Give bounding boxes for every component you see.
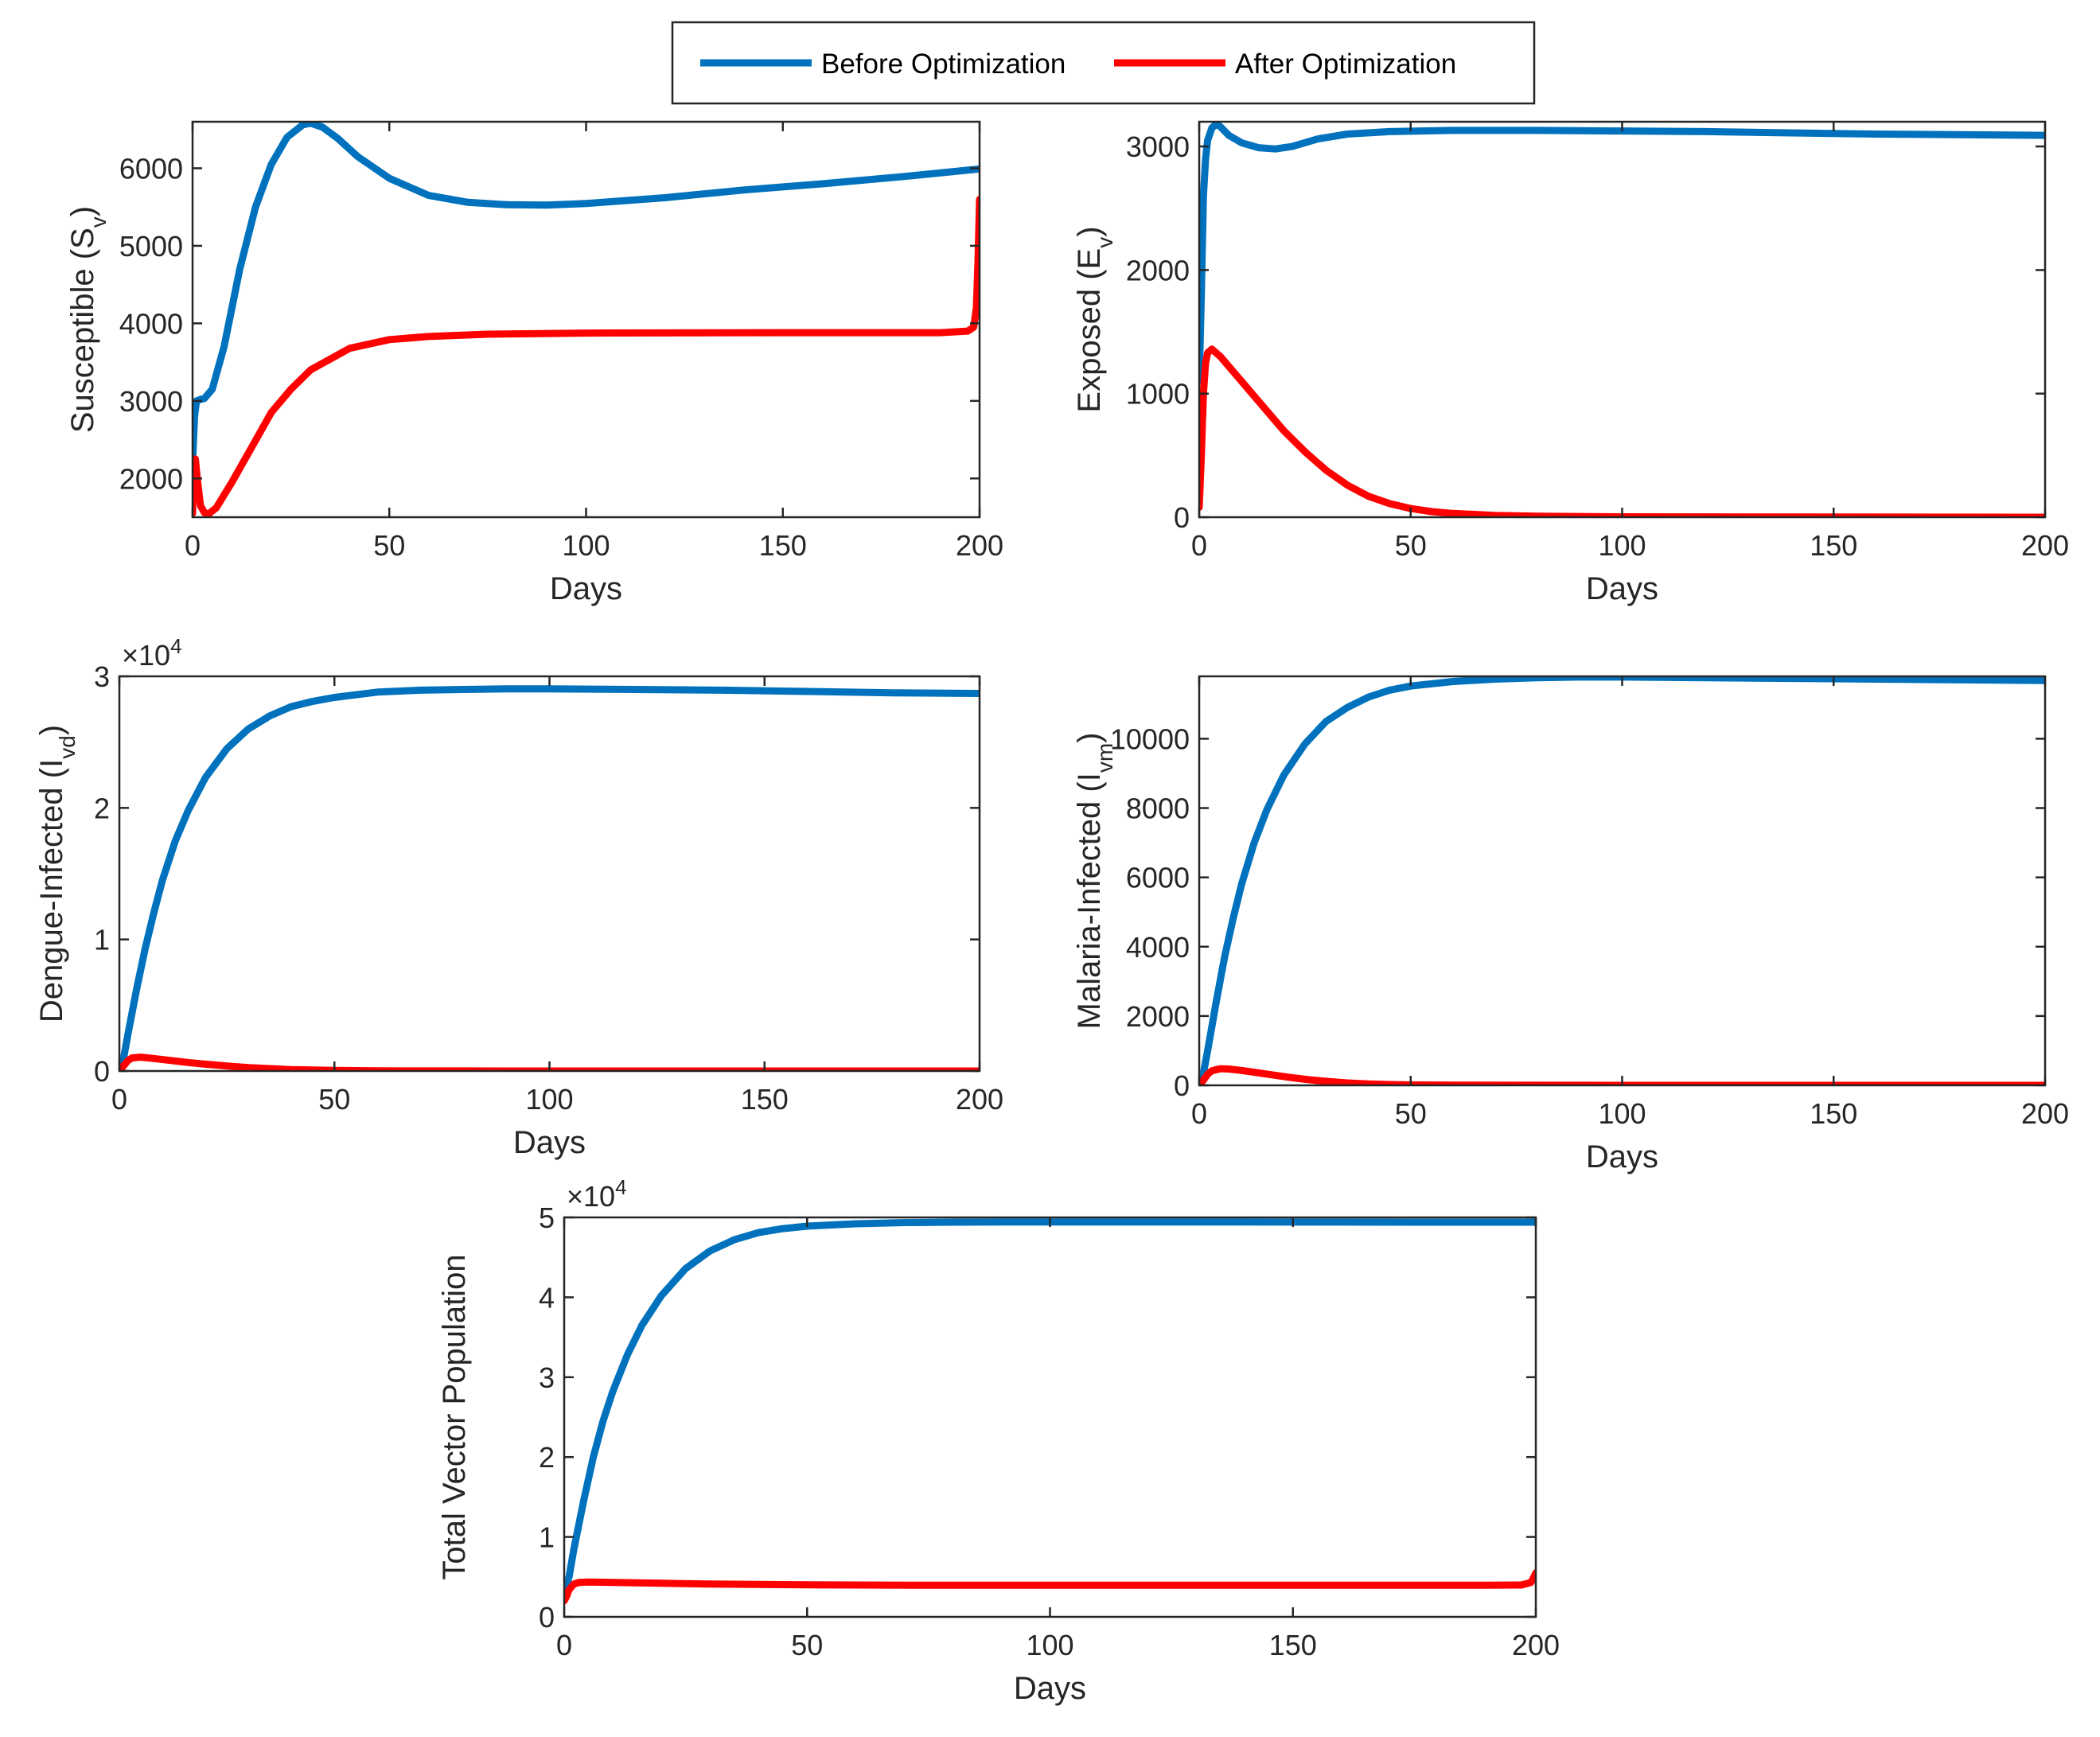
chart-susceptible-ytick-label: 4000 [119, 307, 183, 340]
chart-susceptible-xlabel: Days [550, 571, 622, 606]
chart-exposed-xtick-label: 200 [2021, 529, 2069, 562]
chart-susceptible-ytick-label: 2000 [119, 462, 183, 495]
chart-total-ytick-label: 0 [539, 1601, 555, 1634]
chart-total-ytick-label: 1 [539, 1521, 555, 1554]
chart-susceptible-xtick-label: 200 [956, 529, 1003, 562]
chart-total-xtick-label: 150 [1269, 1629, 1317, 1661]
chart-exposed-series-before-optimization [1199, 122, 2045, 385]
legend-label-before: Before Optimization [821, 49, 1066, 80]
chart-dengue-xlabel: Days [513, 1125, 586, 1160]
chart-dengue-axes-box [118, 675, 981, 1073]
chart-total-ytick-label: 2 [539, 1441, 555, 1474]
chart-dengue-ytick-label: 1 [94, 924, 110, 956]
chart-exposed-axes-box [1198, 120, 2047, 519]
chart-susceptible-series-before-optimization [193, 122, 980, 467]
chart-malaria-xtick-label: 150 [1810, 1097, 1857, 1130]
malaria-infected-chart: 0 50 100 150 2000200040006000800010000DaysMa… [1072, 675, 2069, 1174]
chart-total-xlabel: Days [1014, 1671, 1086, 1706]
chart-dengue-xtick-label: 150 [741, 1083, 789, 1116]
chart-total-ytick-label: 5 [539, 1201, 555, 1234]
chart-exposed-ytick-label: 1000 [1126, 378, 1190, 411]
chart-susceptible-xtick-label: 50 [373, 529, 405, 562]
chart-dengue-xtick-label: 50 [318, 1083, 350, 1116]
chart-malaria-xtick-label: 200 [2021, 1097, 2069, 1130]
chart-susceptible-xtick-label: 0 [185, 529, 201, 562]
chart-malaria-series-before-optimization [1199, 676, 2045, 1085]
chart-susceptible-xtick-label: 100 [562, 529, 610, 562]
chart-exposed-xlabel: Days [1586, 571, 1658, 606]
chart-dengue-ytick-label: 0 [94, 1055, 110, 1088]
chart-exposed-xtick-label: 100 [1598, 529, 1646, 562]
chart-total-ytick-label: 4 [539, 1281, 555, 1314]
chart-exposed-ytick-label: 0 [1174, 501, 1190, 534]
chart-total-xtick-label: 200 [1512, 1629, 1560, 1661]
chart-malaria-ytick-label: 4000 [1126, 931, 1190, 964]
chart-total-ylabel: Total Vector Population [437, 1254, 472, 1579]
chart-total-axes-box [563, 1216, 1537, 1618]
chart-susceptible-ytick-label: 3000 [119, 385, 183, 418]
chart-susceptible-series-after-optimization [193, 196, 980, 517]
chart-exposed-xtick-label: 50 [1395, 529, 1427, 562]
chart-total-series-before-optimization [564, 1218, 1536, 1597]
chart-malaria-ytick-label: 10000 [1110, 722, 1190, 755]
chart-malaria-xlabel: Days [1586, 1139, 1658, 1174]
chart-malaria-ytick-label: 0 [1174, 1069, 1190, 1102]
chart-dengue-ytick-label: 3 [94, 660, 110, 693]
chart-exposed-xtick-label: 150 [1810, 529, 1857, 562]
chart-malaria-ytick-label: 8000 [1126, 793, 1190, 825]
chart-total-xtick-label: 100 [1026, 1629, 1073, 1661]
chart-dengue-ylabel: Dengue-Infected (Ivd) [34, 725, 80, 1022]
chart-malaria-xtick-label: 50 [1395, 1097, 1427, 1130]
chart-dengue-xtick-label: 200 [956, 1083, 1003, 1116]
chart-exposed-ylabel: Exposed (Ev) [1072, 226, 1117, 412]
chart-malaria-ytick-label: 6000 [1126, 862, 1190, 894]
dengue-infected-chart: 0 50 100 150 200 0 1 2 3 Days Dengue-Infected (Ivd… [34, 634, 1003, 1160]
chart-susceptible-ytick-label: 6000 [119, 152, 183, 185]
legend-label-after: After Optimization [1235, 49, 1456, 80]
chart-dengue-xtick-label: 100 [525, 1083, 573, 1116]
chart-malaria-xtick-label: 0 [1191, 1097, 1207, 1130]
chart-total-xtick-label: 0 [556, 1629, 572, 1661]
chart-malaria-ylabel: Malaria-Infected (Ivm) [1072, 733, 1117, 1030]
chart-exposed-xtick-label: 0 [1191, 529, 1207, 562]
chart-susceptible-ylabel: Susceptible (Sv) [65, 206, 111, 433]
legend: Before Optimization After Optimization [671, 21, 1536, 105]
total-vector-population-chart: 0 50 100 150 200 0 1 2 3 4 5 Days Total Vector Popul… [437, 1175, 1560, 1706]
chart-malaria-xtick-label: 100 [1598, 1097, 1646, 1130]
chart-dengue-xtick-label: 0 [111, 1083, 127, 1116]
legend-box [671, 21, 1536, 105]
chart-total-series-after-optimization [564, 1569, 1536, 1605]
chart-malaria-ytick-label: 2000 [1126, 1000, 1190, 1033]
chart-total-ytick-label: 3 [539, 1361, 555, 1394]
chart-susceptible-xtick-label: 150 [759, 529, 807, 562]
susceptible-chart: 0 50 100 150 200 2000 3000 4000 5000 6000 Days Susc… [65, 120, 1003, 606]
chart-exposed-ytick-label: 2000 [1126, 254, 1190, 286]
chart-total-xtick-label: 50 [791, 1629, 823, 1661]
chart-exposed-series-after-optimization [1199, 345, 2045, 517]
chart-susceptible-ytick-label: 5000 [119, 230, 183, 263]
chart-exposed-ytick-label: 3000 [1126, 130, 1190, 163]
chart-dengue-series-before-optimization [119, 685, 980, 1071]
chart-total-exponent: ×104 [567, 1175, 627, 1213]
chart-dengue-exponent: ×104 [122, 634, 182, 672]
chart-dengue-ytick-label: 2 [94, 792, 110, 824]
chart-malaria-axes-box [1198, 675, 2047, 1087]
